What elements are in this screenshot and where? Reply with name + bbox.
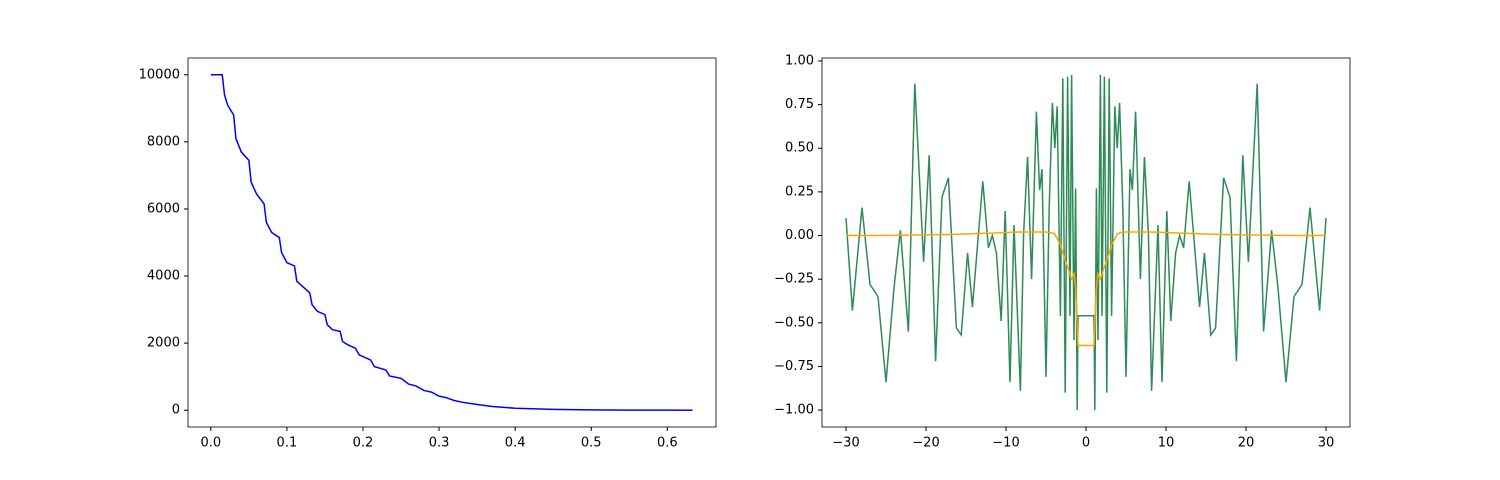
x-tick-label: 0.4 xyxy=(505,436,526,451)
y-tick-label: 2000 xyxy=(147,336,180,351)
data-line xyxy=(845,74,1327,411)
data-line xyxy=(210,74,693,411)
y-tick-label: 0.00 xyxy=(785,228,814,243)
x-tick-label: 0.0 xyxy=(200,436,221,451)
y-tick-label: 0.25 xyxy=(785,184,814,199)
x-tick-label: 20 xyxy=(1238,436,1255,451)
x-tick-label: −30 xyxy=(832,436,859,451)
x-tick-label: −20 xyxy=(912,436,939,451)
y-tick-label: −0.75 xyxy=(774,359,814,374)
x-tick-label: 30 xyxy=(1318,436,1335,451)
y-tick-label: −0.25 xyxy=(774,272,814,287)
x-tick-label: −10 xyxy=(992,436,1019,451)
x-tick-label: 0.5 xyxy=(581,436,602,451)
x-tick-label: 0.2 xyxy=(353,436,374,451)
x-tick-label: 0.1 xyxy=(277,436,298,451)
y-tick-label: 6000 xyxy=(147,201,180,216)
x-tick-label: 10 xyxy=(1158,436,1175,451)
axes-frame xyxy=(187,57,717,428)
y-tick-label: 0 xyxy=(172,403,180,418)
x-tick-label: 0 xyxy=(1082,436,1090,451)
y-tick-label: 1.00 xyxy=(785,53,814,68)
y-tick-label: 0.50 xyxy=(785,141,814,156)
axes-frame xyxy=(821,57,1351,428)
data-line xyxy=(846,231,1326,347)
y-tick-label: 8000 xyxy=(147,134,180,149)
x-tick-label: 0.6 xyxy=(657,436,678,451)
y-tick-label: −0.50 xyxy=(774,315,814,330)
y-tick-label: 4000 xyxy=(147,269,180,284)
y-tick-label: 10000 xyxy=(139,67,180,82)
y-tick-label: 0.75 xyxy=(785,97,814,112)
y-tick-label: −1.00 xyxy=(774,403,814,418)
x-tick-label: 0.3 xyxy=(429,436,450,451)
